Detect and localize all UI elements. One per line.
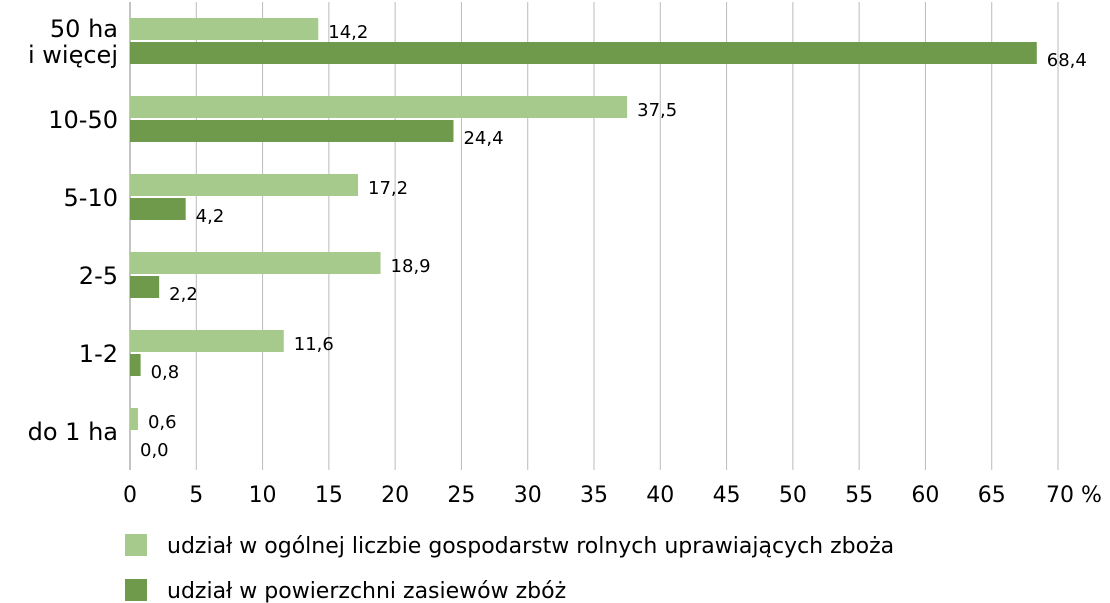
x-tick-label: 25 [447,483,475,508]
x-tick-label: 65 [978,483,1006,508]
value-label: 0,6 [148,412,177,433]
bar [130,354,141,376]
bar [130,96,628,118]
y-tick-label: 2-5 [79,262,118,290]
x-tick-label: 30 [514,483,542,508]
value-label: 17,2 [368,178,408,199]
x-tick-label: 0 [123,483,137,508]
bar [130,198,186,220]
x-tick-label: 20 [381,483,409,508]
value-label: 37,5 [637,100,677,121]
x-tick-label: 40 [646,483,674,508]
bar [130,18,319,40]
x-tick-label: 50 [779,483,807,508]
value-label: 18,9 [391,256,431,277]
value-label: 0,8 [151,362,180,383]
y-tick-label: 10-50 [48,106,118,134]
value-label: 68,4 [1047,50,1087,71]
legend-label: udział w powierzchni zasiewów zbóż [167,579,566,603]
x-tick-label: 10 [249,483,277,508]
bar [130,408,138,430]
x-tick-label: 15 [315,483,343,508]
bar [130,42,1037,64]
legend-swatch [125,579,147,601]
x-tick-label: 5 [189,483,203,508]
y-tick-label: 5-10 [64,184,118,212]
value-label: 11,6 [294,334,334,355]
x-tick-label: 55 [845,483,873,508]
bar [130,120,454,142]
legend-swatch [125,534,147,556]
x-tick-label: 35 [580,483,608,508]
value-label: 14,2 [328,22,368,43]
y-tick-label: 1-2 [79,340,118,368]
y-tick-label: 50 ha i więcej [28,15,118,69]
bar [130,174,359,196]
value-label: 2,2 [169,284,198,305]
bar [130,276,160,298]
value-label: 0,0 [140,440,169,461]
x-tick-label: 70 % [1046,483,1102,508]
value-label: 24,4 [463,128,503,149]
bar [130,252,381,274]
y-tick-label: do 1 ha [28,418,118,446]
x-tick-label: 45 [713,483,741,508]
bar [130,330,284,352]
value-label: 4,2 [196,206,225,227]
legend-label: udział w ogólnej liczbie gospodarstw rol… [167,534,894,559]
x-tick-label: 60 [911,483,939,508]
